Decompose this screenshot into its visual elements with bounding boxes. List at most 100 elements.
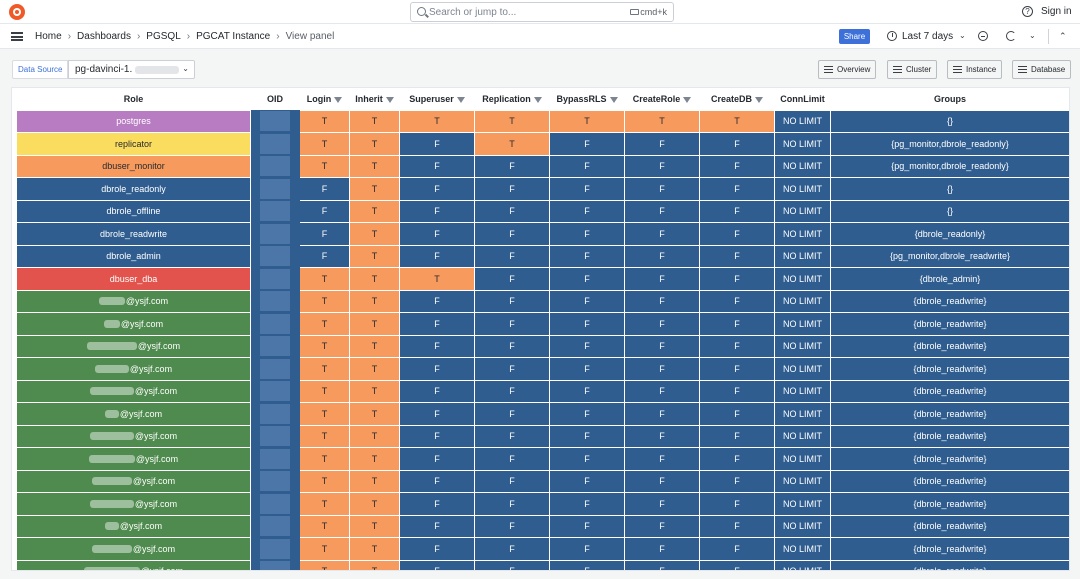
col-header-bypassrls[interactable]: BypassRLS <box>549 88 625 110</box>
cell-groups: {dbrole_admin} <box>830 267 1069 291</box>
cell-flag: T <box>474 132 550 156</box>
cell-connlimit: NO LIMIT <box>774 222 831 246</box>
cell-connlimit: NO LIMIT <box>774 109 831 133</box>
time-range-picker[interactable]: Last 7 days <box>902 31 954 42</box>
cell-flag: F <box>624 312 700 336</box>
filter-icon[interactable] <box>609 96 618 103</box>
cell-role: @ysjf.com <box>16 447 251 471</box>
breadcrumb-pgsql[interactable]: PGSQL <box>146 31 181 42</box>
cell-oid <box>250 379 300 403</box>
cell-flag: T <box>349 424 400 448</box>
filter-icon[interactable] <box>683 96 692 103</box>
col-header-label: OID <box>266 93 283 104</box>
col-header-inherit[interactable]: Inherit <box>349 88 400 110</box>
cell-flag: F <box>399 559 475 570</box>
help-icon[interactable]: ? <box>1022 6 1033 17</box>
cell-role: @ysjf.com <box>16 537 251 561</box>
cell-flag: T <box>349 267 400 291</box>
breadcrumb-pgcat-instance[interactable]: PGCAT Instance <box>196 31 271 42</box>
link-instance[interactable]: Instance <box>947 60 1003 79</box>
cell-flag: T <box>349 244 400 268</box>
datasource-select[interactable]: pg-davinci-1. ⌄ <box>68 60 195 79</box>
col-header-login[interactable]: Login <box>299 88 350 110</box>
table-row[interactable]: dbuser_monitor T T F F F F F NO LIMIT {pg_monitor… <box>16 154 1069 178</box>
cell-flag: F <box>399 469 475 493</box>
table-row[interactable]: dbrole_readwrite F T F F F F F NO LIMIT {dbrole_r… <box>16 222 1069 246</box>
cell-flag: F <box>299 177 350 201</box>
col-header-createdb[interactable]: CreateDB <box>699 88 775 110</box>
filter-icon[interactable] <box>533 96 542 103</box>
cell-flag: T <box>299 267 350 291</box>
col-header-groups[interactable]: Groups <box>830 88 1069 110</box>
col-header-label: Replication <box>482 93 531 104</box>
link-overview[interactable]: Overview <box>818 60 877 79</box>
table-header-row: Role OID Login Inherit Superuser Replica… <box>16 88 1069 110</box>
table-row[interactable]: dbuser_dba T T T F F F F NO LIMIT {dbrole_admin} <box>16 267 1069 291</box>
filter-icon[interactable] <box>334 96 343 103</box>
filter-icon[interactable] <box>385 96 394 103</box>
cell-flag: F <box>624 537 700 561</box>
cell-flag: T <box>349 177 400 201</box>
chevron-down-icon[interactable]: ⌄ <box>1029 31 1036 40</box>
cell-oid <box>250 267 300 291</box>
cell-connlimit: NO LIMIT <box>774 469 831 493</box>
sign-in-link[interactable]: Sign in <box>1041 6 1072 17</box>
table-row[interactable]: postgres T T T T T T T NO LIMIT{} <box>16 109 1069 133</box>
col-header-replication[interactable]: Replication <box>474 88 550 110</box>
filter-icon[interactable] <box>755 96 763 103</box>
grafana-logo-icon[interactable] <box>9 4 25 20</box>
cell-flag: T <box>399 109 475 133</box>
cell-flag: F <box>549 244 625 268</box>
cell-oid <box>250 109 300 133</box>
cell-flag: F <box>474 177 550 201</box>
cell-flag: F <box>624 402 700 426</box>
cell-flag: F <box>474 312 550 336</box>
cell-flag: T <box>474 109 550 133</box>
share-button[interactable]: Share <box>839 29 870 44</box>
menu-icon[interactable] <box>11 32 23 41</box>
breadcrumb-dashboards[interactable]: Dashboards <box>77 31 131 42</box>
col-header-superuser[interactable]: Superuser <box>399 88 475 110</box>
breadcrumb-home[interactable]: Home <box>35 31 62 42</box>
table-row[interactable]: dbrole_offline F T F F F F F NO LIMIT{} <box>16 199 1069 223</box>
refresh-icon[interactable] <box>1006 31 1016 41</box>
cell-groups: {dbrole_readwrite} <box>830 514 1069 538</box>
table-row[interactable]: replicator T T F T F F F NO LIMIT {pg_monitor,dbr… <box>16 132 1069 156</box>
col-header-label: ConnLimit <box>780 93 825 104</box>
col-header-oid[interactable]: OID <box>250 88 300 110</box>
chevron-down-icon[interactable]: ⌄ <box>959 31 966 40</box>
col-header-label: BypassRLS <box>556 93 607 104</box>
cell-flag: F <box>399 492 475 516</box>
table-row[interactable]: dbrole_readonly F T F F F F F NO LIMIT{} <box>16 177 1069 201</box>
cell-flag: F <box>474 244 550 268</box>
cell-flag: F <box>624 514 700 538</box>
zoom-out-icon[interactable] <box>978 31 988 41</box>
col-header-connlimit[interactable]: ConnLimit <box>774 88 831 110</box>
cell-flag: F <box>474 289 550 313</box>
link-cluster[interactable]: Cluster <box>887 60 938 79</box>
filter-icon[interactable] <box>456 96 465 103</box>
cell-role: @ysjf.com <box>16 334 251 358</box>
cell-flag: T <box>299 132 350 156</box>
col-header-role[interactable]: Role <box>16 88 251 110</box>
col-header-createrole[interactable]: CreateRole <box>624 88 700 110</box>
table-row[interactable]: dbrole_admin F T F F F F F NO LIMIT {pg_monitor,d… <box>16 244 1069 268</box>
link-database[interactable]: Database <box>1012 60 1072 79</box>
chevron-up-icon[interactable]: ⌃ <box>1059 31 1067 41</box>
search-input[interactable]: Search or jump to... cmd+k <box>410 2 674 22</box>
redacted-text <box>98 297 125 306</box>
cell-flag: F <box>549 199 625 223</box>
